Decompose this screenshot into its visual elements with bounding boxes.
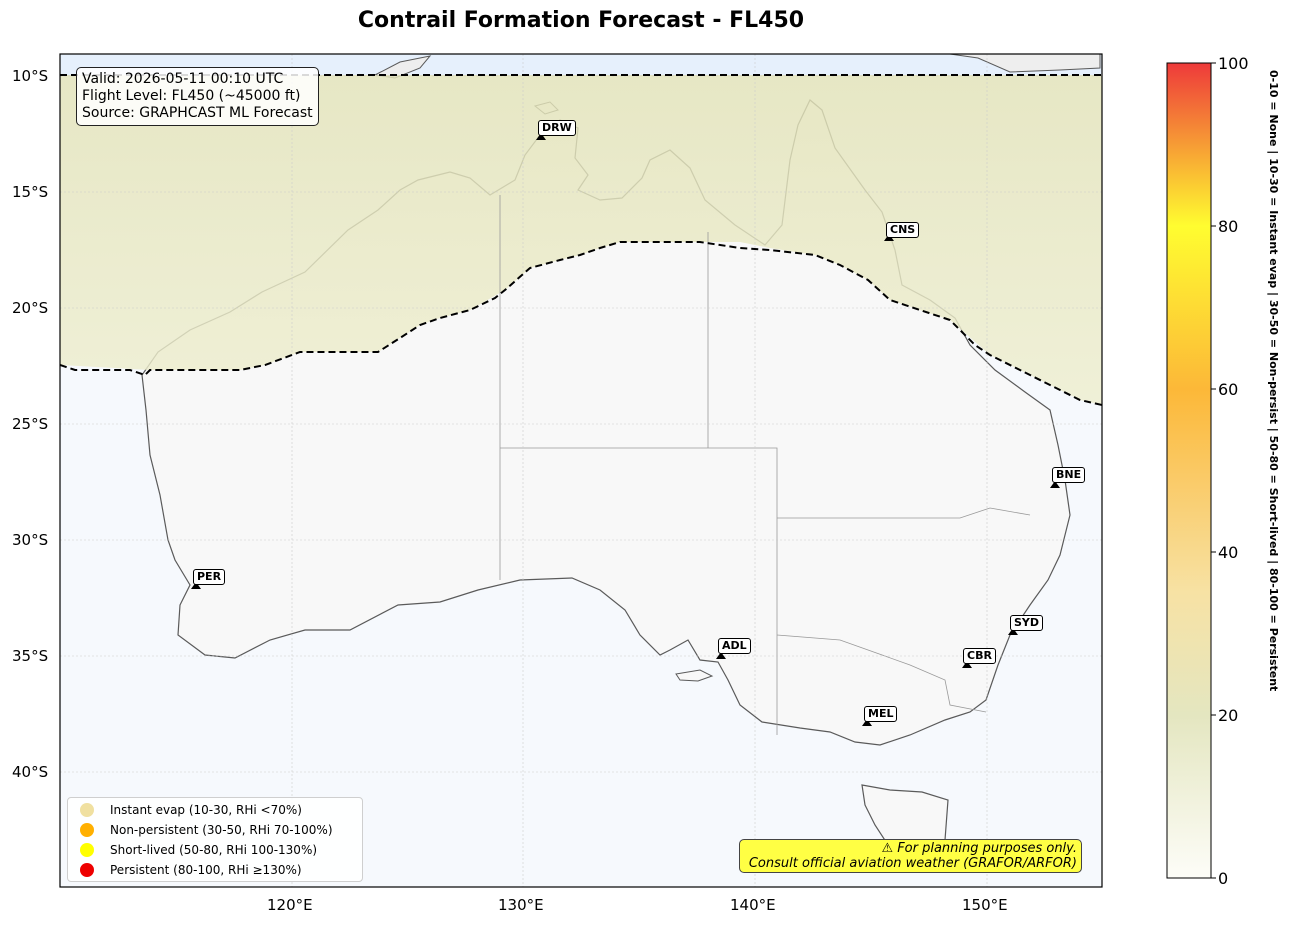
legend-swatch — [80, 863, 94, 877]
legend-label: Non-persistent (30-50, RHi 70-100%) — [110, 823, 333, 837]
legend-label: Instant evap (10-30, RHi <70%) — [110, 803, 302, 817]
colorbar — [1166, 62, 1212, 879]
colorbar-tick-label: 100 — [1218, 54, 1249, 73]
airport-label-drw: DRW — [538, 120, 576, 136]
lon-tick: 130°E — [498, 896, 544, 914]
legend-swatch — [80, 823, 94, 837]
lat-tick: 25°S — [12, 415, 49, 433]
airport-label-bne: BNE — [1052, 467, 1086, 483]
state-borders — [499, 195, 1031, 735]
new-guinea-landmass — [949, 54, 1101, 73]
airport-marker-bne — [1050, 481, 1060, 488]
colorbar-tick-label: 80 — [1218, 217, 1239, 236]
forecast-info-box: Valid: 2026-05-11 00:10 UTC Flight Level… — [76, 67, 319, 126]
airport-label-cbr: CBR — [963, 648, 996, 664]
colorbar-tick-label: 60 — [1218, 380, 1239, 399]
map-title: Contrail Formation Forecast - FL450 — [357, 8, 805, 33]
map-frame — [59, 53, 1103, 888]
legend-label: Short-lived (50-80, RHi 100-130%) — [110, 843, 318, 857]
airport-label-adl: ADL — [718, 638, 751, 654]
colorbar-tick-label: 20 — [1218, 706, 1239, 725]
legend-item: Short-lived (50-80, RHi 100-130%) — [80, 841, 317, 859]
lon-tick: 150°E — [962, 896, 1008, 914]
legend-label: Persistent (80-100, RHi ≥130%) — [110, 863, 302, 877]
legend-swatch — [80, 803, 94, 817]
airport-marker-mel — [862, 719, 872, 726]
lat-tick: 35°S — [12, 647, 49, 665]
flight-level: Flight Level: FL450 (~45000 ft) — [82, 88, 301, 104]
legend-item: Persistent (80-100, RHi ≥130%) — [80, 861, 302, 879]
airport-label-mel: MEL — [864, 706, 898, 722]
lon-tick: 140°E — [730, 896, 776, 914]
kangaroo-island — [675, 669, 714, 682]
instant-evap-region — [60, 75, 1102, 405]
colorbar-tick-label: 0 — [1218, 869, 1229, 888]
airport-marker-adl — [716, 652, 726, 659]
lon-tick: 120°E — [267, 896, 313, 914]
contour-boundary-south — [60, 241, 1102, 406]
airport-label-per: PER — [193, 569, 226, 585]
colorbar-ticks — [1211, 62, 1216, 879]
airport-marker-per — [191, 582, 201, 589]
warning-line-1: ⚠ For planning purposes only. — [881, 841, 1078, 856]
lat-tick: 40°S — [12, 763, 49, 781]
airport-marker-syd — [1008, 628, 1018, 635]
northern-sky-band — [60, 54, 1102, 75]
airport-marker-drw — [536, 133, 546, 140]
contrail-legend: Instant evap (10-30, RHi <70%) Non-persi… — [67, 797, 363, 882]
airport-label-syd: SYD — [1010, 615, 1044, 631]
forecast-source: Source: GRAPHCAST ML Forecast — [82, 105, 313, 121]
valid-time: Valid: 2026-05-11 00:10 UTC — [82, 71, 284, 87]
legend-swatch — [80, 843, 94, 857]
lat-tick: 20°S — [12, 299, 49, 317]
airport-marker-cbr — [962, 661, 972, 668]
colorbar-tick-label: 40 — [1218, 543, 1239, 562]
lat-tick: 15°S — [12, 183, 49, 201]
planning-warning: ⚠ For planning purposes only. Consult of… — [739, 839, 1082, 873]
lat-tick: 10°S — [12, 67, 49, 85]
legend-item: Non-persistent (30-50, RHi 70-100%) — [80, 821, 333, 839]
colorbar-category-label: 0-10 = None | 10-30 = Instant evap | 30-… — [1267, 70, 1280, 692]
legend-item: Instant evap (10-30, RHi <70%) — [80, 801, 302, 819]
lat-tick: 30°S — [12, 531, 49, 549]
airport-label-cns: CNS — [886, 222, 920, 238]
warning-line-2: Consult official aviation weather (GRAFO… — [748, 856, 1077, 871]
